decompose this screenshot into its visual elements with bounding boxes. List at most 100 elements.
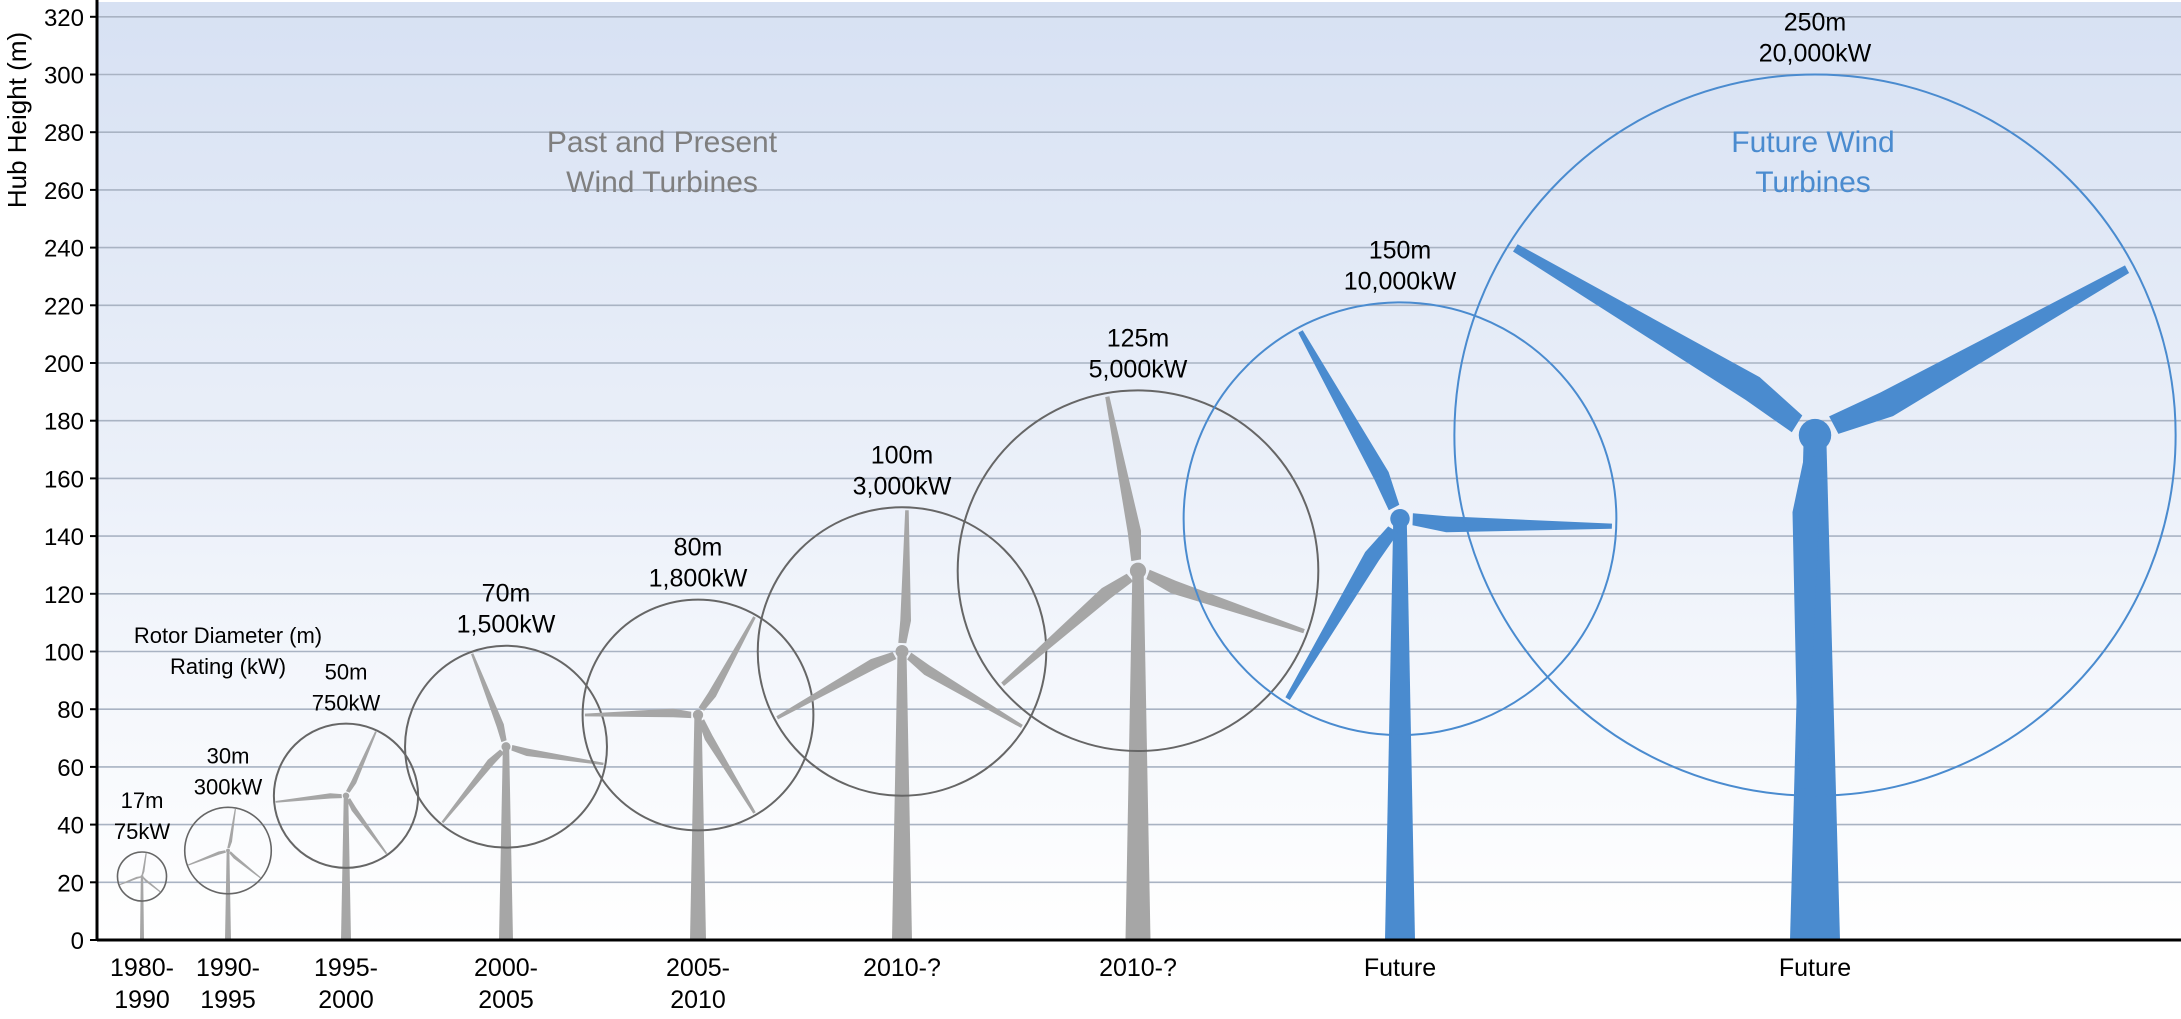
turbine-5: 80m 1,800kW 2005- 2010 — [581, 534, 815, 1014]
turbine-blade — [141, 852, 147, 876]
turbines: 17m 75kW 1980- 1990 30m 300kW 1990- 1995 50m 750k… — [110, 9, 2177, 1014]
turbine-9: 250m 20,000kW Future — [1453, 9, 2177, 982]
turbine-blade — [142, 876, 161, 893]
turbine-blade — [698, 719, 756, 814]
turbine-2: 30m 300kW 1990- 1995 — [183, 743, 273, 1014]
period-label: Future — [1779, 954, 1851, 982]
y-tick-label: 280 — [44, 120, 84, 147]
turbine-hub — [1390, 509, 1410, 529]
turbine-hub — [226, 848, 230, 853]
turbine-4: 70m 1,500kW 2000- 2005 — [404, 580, 608, 1014]
past-group-label: Past and Present — [547, 126, 778, 159]
turbine-blade — [1298, 330, 1400, 511]
rotor-diameter-label: 30m — [207, 743, 250, 768]
rating-label: 3,000kW — [853, 472, 952, 500]
rotor-circle — [1182, 301, 1618, 737]
turbine-blade — [346, 731, 377, 793]
turbine-blade — [1792, 456, 1825, 789]
y-tick-label: 180 — [44, 409, 84, 436]
future-group-label: Turbines — [1755, 166, 1871, 199]
rotor-circle — [404, 644, 608, 849]
turbine-blade — [1001, 573, 1134, 686]
turbine-tower — [690, 714, 706, 940]
turbine-blade — [187, 850, 226, 866]
rotor-circle — [1453, 73, 2177, 797]
y-tick-label: 260 — [44, 178, 84, 205]
period-label: 2000 — [318, 986, 374, 1014]
y-tick-label: 300 — [44, 63, 84, 90]
turbine-hub — [140, 875, 144, 879]
period-label: 1980- — [110, 954, 174, 982]
y-tick-label: 160 — [44, 466, 84, 493]
turbine-blade — [898, 510, 911, 644]
period-label: 2005- — [666, 954, 730, 982]
turbine-3: 50m 750kW 1995- 2000 — [272, 660, 420, 1014]
turbine-tower — [225, 850, 231, 940]
turbine-hub — [501, 742, 511, 752]
rotor-circle — [183, 806, 273, 895]
annotations: Past and Present Wind Turbines Future Wind… — [134, 126, 1895, 679]
turbine-hub — [895, 645, 909, 658]
rotor-circle — [956, 389, 1320, 753]
turbine-blade — [275, 793, 342, 803]
y-tick-label: 0 — [71, 928, 84, 955]
rotor-diameter-label: 100m — [871, 441, 934, 469]
y-tick-label: 20 — [57, 870, 84, 897]
rating-label: 5,000kW — [1089, 355, 1188, 383]
turbine-6: 100m 3,000kW 2010-? — [756, 441, 1048, 982]
turbine-tower — [499, 746, 513, 940]
turbine-blade — [1105, 396, 1141, 562]
rotor-diameter-label: 50m — [325, 660, 368, 685]
y-axis-label: Hub Height (m) — [2, 32, 32, 208]
turbine-blade — [1285, 526, 1399, 700]
y-tick-label: 120 — [44, 582, 84, 609]
turbine-blade — [1146, 569, 1305, 634]
period-label: 2010-? — [1099, 954, 1177, 982]
turbine-hub — [1798, 418, 1832, 452]
rating-label: 750kW — [312, 691, 381, 716]
turbine-blade — [471, 653, 507, 743]
rating-label: 1,500kW — [457, 611, 556, 639]
rotor-circle — [756, 506, 1048, 797]
turbine-blade — [511, 745, 604, 766]
turbine-blade — [229, 851, 261, 879]
rating-label: 10,000kW — [1344, 267, 1457, 295]
turbine-blade — [1513, 244, 1803, 433]
y-tick-labels: 0 20 40 60 80 100 120 140 160 180 200 220 240 260 280 3… — [44, 5, 97, 955]
period-label: 2005 — [478, 986, 534, 1014]
period-label: 1995- — [314, 954, 378, 982]
turbine-blade — [584, 708, 692, 719]
rotor-circle — [581, 598, 815, 832]
period-label: 1990 — [114, 986, 170, 1014]
rotor-diameter-label: 125m — [1107, 324, 1170, 352]
y-tick-label: 140 — [44, 524, 84, 551]
rotor-diameter-label: 150m — [1369, 236, 1432, 264]
period-label: 2010 — [670, 986, 726, 1014]
turbine-blade — [698, 616, 756, 711]
turbine-8: 150m 10,000kW Future — [1182, 236, 1618, 982]
turbine-hub — [342, 792, 350, 799]
rating-label: 20,000kW — [1759, 40, 1872, 68]
turbine-blade — [776, 652, 897, 720]
past-group-label: Wind Turbines — [566, 166, 758, 199]
turbine-blade — [907, 652, 1023, 728]
period-label: 2000- — [474, 954, 538, 982]
turbine-blade — [441, 749, 505, 824]
y-tick-label: 320 — [44, 5, 84, 32]
turbine-blade — [346, 798, 388, 855]
period-label: Future — [1364, 954, 1436, 982]
rating-label: 300kW — [194, 774, 263, 799]
grid-lines — [97, 15, 2181, 884]
rotor-diameter-label: 17m — [121, 788, 164, 813]
legend-title: Rating (kW) — [170, 654, 286, 679]
y-tick-label: 240 — [44, 236, 84, 263]
period-label: 2010-? — [863, 954, 941, 982]
legend-title: Rotor Diameter (m) — [134, 623, 322, 648]
rotor-diameter-label: 70m — [482, 580, 531, 608]
rotor-diameter-label: 250m — [1784, 9, 1847, 37]
y-tick-label: 100 — [44, 640, 84, 667]
period-label: 1990- — [196, 954, 260, 982]
y-tick-label: 80 — [57, 697, 84, 724]
rating-label: 75kW — [114, 819, 170, 844]
